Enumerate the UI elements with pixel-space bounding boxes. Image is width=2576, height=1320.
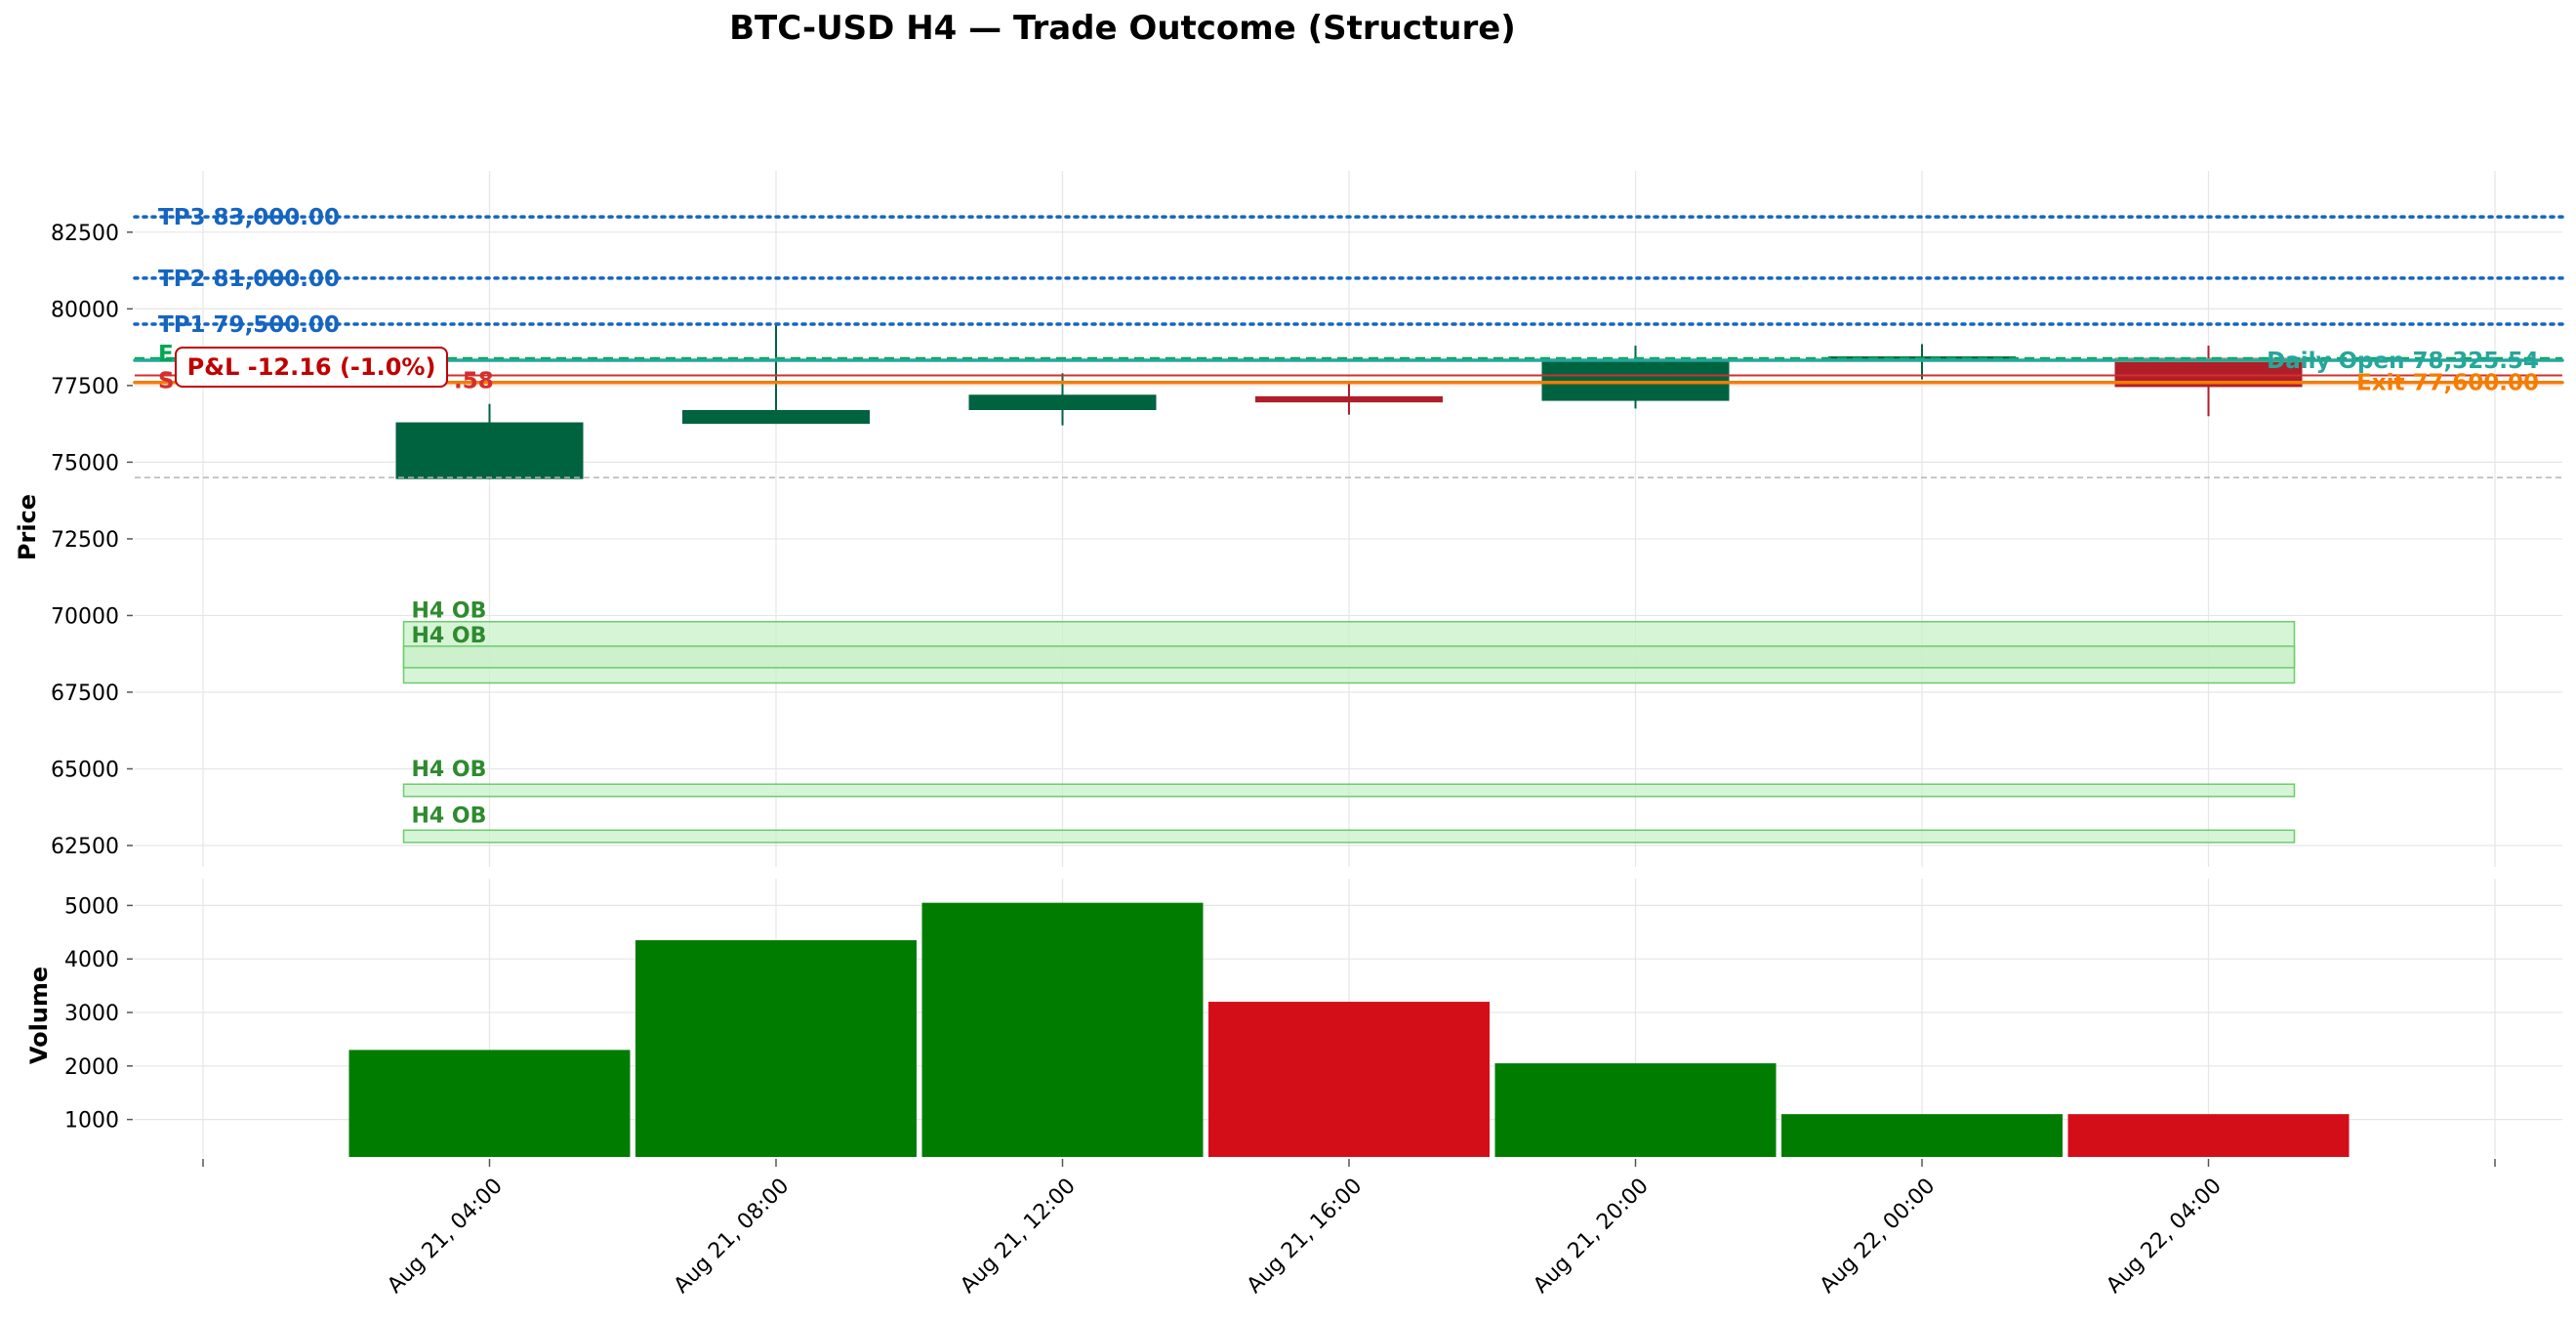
stop-label-suffix: .58 — [454, 369, 494, 394]
price-tick-label: 80000 — [51, 298, 119, 322]
level-label: TP1 79,500.00 — [158, 312, 340, 338]
volume-bars — [348, 902, 2350, 1157]
volume-bar — [1781, 1114, 2063, 1157]
level-label: Exit 77,600.00 — [2356, 371, 2539, 396]
price-levels — [133, 215, 2564, 478]
order-block-label: H4 OB — [412, 599, 487, 624]
order-block-label: H4 OB — [412, 624, 487, 648]
volume-bar — [635, 940, 917, 1157]
entry-label: E — [158, 342, 174, 367]
volume-axis-label: Volume — [25, 967, 53, 1064]
volume-tick-label: 2000 — [64, 1055, 119, 1080]
order-block-zone — [402, 645, 2296, 669]
price-tick-label: 77500 — [51, 375, 119, 399]
candle-body — [682, 409, 870, 425]
volume-tick-label: 4000 — [64, 948, 119, 972]
order-block-zone — [402, 783, 2296, 798]
stop-label: S — [158, 369, 175, 394]
pnl-label: P&L -12.16 (-1.0%) — [187, 353, 436, 381]
candle-body — [968, 394, 1157, 410]
order-block-zone — [402, 829, 2296, 844]
price-tick-label: 62500 — [51, 835, 119, 859]
level-label: TP2 81,000.00 — [158, 267, 340, 292]
x-tick-label: Aug 22, 04:00 — [2102, 1174, 2227, 1299]
chart-title: BTC-USD H4 — Trade Outcome (Structure) — [729, 9, 1516, 48]
price-tick-label: 67500 — [51, 681, 119, 706]
order-block-label: H4 OB — [412, 804, 487, 828]
candle-body — [1255, 395, 1443, 403]
x-tick-label: Aug 21, 16:00 — [1243, 1174, 1368, 1299]
x-tick-label: Aug 22, 00:00 — [1816, 1174, 1941, 1299]
annotations: TP3 83,000.00 TP2 81,000.00 TP1 79,500.00 D… — [158, 205, 2539, 396]
x-tick-label: Aug 21, 20:00 — [1529, 1174, 1654, 1299]
price-tick-label: 82500 — [51, 222, 119, 246]
volume-tick-label: 1000 — [64, 1109, 119, 1134]
price-tick-label: 65000 — [51, 758, 119, 782]
volume-bar — [2067, 1114, 2350, 1157]
x-tick-label: Aug 21, 04:00 — [383, 1174, 508, 1299]
volume-tick-label: 5000 — [64, 894, 119, 919]
candle-body — [395, 422, 584, 479]
x-tick-label: Aug 21, 08:00 — [670, 1174, 795, 1299]
candle-body — [1541, 359, 1730, 401]
volume-bar — [1494, 1063, 1777, 1157]
x-tick-label: Aug 21, 12:00 — [956, 1174, 1081, 1299]
volume-bar — [1208, 1002, 1490, 1157]
price-tick-label: 75000 — [51, 451, 119, 475]
price-tick-label: 72500 — [51, 528, 119, 553]
order-block-label: H4 OB — [412, 758, 487, 782]
volume-bar — [921, 902, 1204, 1157]
volume-bar — [348, 1050, 631, 1157]
price-axis-label: Price — [14, 494, 41, 560]
level-label: TP3 83,000.00 — [158, 205, 340, 230]
price-tick-label: 70000 — [51, 604, 119, 629]
level-label: Daily Open 78,325.54 — [2267, 349, 2539, 374]
pnl-box — [175, 347, 448, 389]
volume-tick-label: 3000 — [64, 1002, 119, 1026]
